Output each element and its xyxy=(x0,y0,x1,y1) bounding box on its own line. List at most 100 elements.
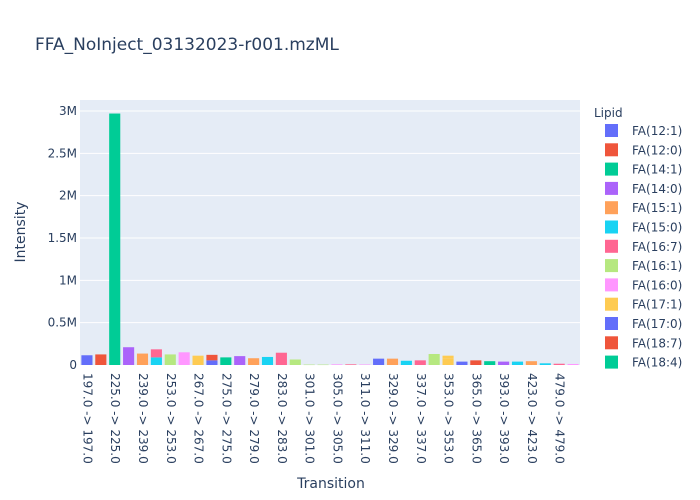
bar[interactable] xyxy=(373,358,385,365)
legend-swatch[interactable] xyxy=(605,220,618,234)
y-tick-label: 1M xyxy=(59,273,77,287)
bar[interactable] xyxy=(498,361,510,365)
legend-swatch[interactable] xyxy=(605,355,618,369)
plot-background xyxy=(80,100,580,365)
legend-label[interactable]: FA(15:0) xyxy=(632,221,682,235)
bar[interactable] xyxy=(442,358,454,365)
x-tick-label: 337.0 -> 337.0 xyxy=(414,373,428,464)
bar[interactable] xyxy=(428,353,440,365)
x-tick-label: 329.0 -> 329.0 xyxy=(386,373,400,464)
x-tick-labels: 197.0 -> 197.0 225.0 -> 225.0 239.0 -> 239… xyxy=(80,373,566,464)
grid-layer xyxy=(80,110,580,324)
bar[interactable] xyxy=(359,364,371,365)
bar[interactable] xyxy=(539,363,551,365)
legend-label[interactable]: FA(17:0) xyxy=(632,317,682,331)
legend-swatch[interactable] xyxy=(605,181,618,195)
x-tick-label: 423.0 -> 423.0 xyxy=(525,373,539,464)
y-tick-label: 2M xyxy=(59,189,77,203)
legend-swatch[interactable] xyxy=(605,297,618,311)
bar[interactable] xyxy=(400,360,412,365)
legend-label[interactable]: FA(16:7) xyxy=(632,240,682,254)
bar[interactable] xyxy=(150,357,162,365)
bar[interactable] xyxy=(317,364,329,366)
bar[interactable] xyxy=(220,357,232,365)
bar[interactable] xyxy=(248,358,260,365)
bar[interactable] xyxy=(525,361,537,365)
bar[interactable] xyxy=(442,355,454,359)
bar[interactable] xyxy=(511,361,524,365)
bar[interactable] xyxy=(470,360,482,365)
x-tick-label: 225.0 -> 225.0 xyxy=(108,373,122,464)
bar[interactable] xyxy=(456,361,468,365)
bar[interactable] xyxy=(303,364,315,366)
x-tick-label: 267.0 -> 267.0 xyxy=(192,373,206,464)
y-tick-label: 0 xyxy=(69,358,77,372)
bar[interactable] xyxy=(136,353,149,365)
bar[interactable] xyxy=(553,363,565,365)
y-tick-label: 1.5M xyxy=(48,231,77,245)
legend-title: Lipid xyxy=(594,106,623,120)
bar[interactable] xyxy=(164,354,176,365)
x-tick-label: 305.0 -> 305.0 xyxy=(330,373,344,464)
legend-label[interactable]: FA(12:0) xyxy=(632,143,682,157)
bar[interactable] xyxy=(206,360,218,365)
legend-label[interactable]: FA(18:7) xyxy=(632,336,682,350)
x-tick-label: 283.0 -> 283.0 xyxy=(275,373,289,464)
legend-swatch[interactable] xyxy=(605,278,618,292)
legend-label[interactable]: FA(12:1) xyxy=(632,124,682,138)
legend-swatch[interactable] xyxy=(605,162,618,176)
bar[interactable] xyxy=(414,360,426,365)
bar[interactable] xyxy=(345,364,357,365)
bar[interactable] xyxy=(81,355,93,365)
legend-swatch[interactable] xyxy=(605,124,618,137)
legend-swatch[interactable] xyxy=(605,239,618,253)
x-tick-label: 301.0 -> 301.0 xyxy=(303,373,317,464)
bar[interactable] xyxy=(150,349,162,358)
x-tick-label: 353.0 -> 353.0 xyxy=(442,373,456,464)
bar[interactable] xyxy=(331,364,343,365)
bars-layer xyxy=(81,113,579,366)
chart-title: FFA_NoInject_03132023-r001.mzML xyxy=(35,35,339,55)
bar[interactable] xyxy=(206,354,218,361)
y-axis-title: Intensity xyxy=(13,202,29,263)
legend-label[interactable]: FA(16:1) xyxy=(632,259,682,273)
legend-label[interactable]: FA(14:0) xyxy=(632,182,682,196)
x-tick-label: 365.0 -> 365.0 xyxy=(469,373,483,464)
y-tick-labels: 0 0.5M 1M 1.5M 2M 2.5M 3M xyxy=(48,104,77,372)
x-tick-label: 479.0 -> 479.0 xyxy=(553,373,567,464)
legend-swatch[interactable] xyxy=(605,143,618,157)
bar[interactable] xyxy=(234,356,246,365)
legend-swatch[interactable] xyxy=(605,259,618,273)
bar[interactable] xyxy=(484,361,496,365)
bar[interactable] xyxy=(109,113,121,365)
bar[interactable] xyxy=(567,363,579,365)
x-tick-label: 253.0 -> 253.0 xyxy=(164,373,178,464)
x-tick-label: 393.0 -> 393.0 xyxy=(497,373,511,464)
legend-label[interactable]: FA(15:1) xyxy=(632,201,682,215)
x-tick-label: 197.0 -> 197.0 xyxy=(80,373,94,464)
bar[interactable] xyxy=(289,359,301,365)
legend-label[interactable]: FA(18:4) xyxy=(632,356,682,370)
bar[interactable] xyxy=(261,356,274,365)
x-tick-label: 311.0 -> 311.0 xyxy=(358,373,372,464)
legend-swatch[interactable] xyxy=(605,336,618,350)
legend-label[interactable]: FA(14:1) xyxy=(632,163,682,177)
x-tick-label: 279.0 -> 279.0 xyxy=(247,373,261,464)
bar[interactable] xyxy=(192,355,204,365)
bar[interactable] xyxy=(123,347,135,365)
bar[interactable] xyxy=(386,358,399,365)
legend-swatch[interactable] xyxy=(605,317,618,330)
bar[interactable] xyxy=(178,352,190,365)
bar[interactable] xyxy=(275,352,287,365)
y-tick-label: 2.5M xyxy=(48,146,77,160)
y-tick-label: 3M xyxy=(59,104,77,118)
legend-label[interactable]: FA(16:0) xyxy=(632,278,682,292)
legend-label[interactable]: FA(17:1) xyxy=(632,298,682,312)
x-tick-label: 239.0 -> 239.0 xyxy=(136,373,150,464)
x-axis-title: Transition xyxy=(296,476,365,492)
legend-swatch[interactable] xyxy=(605,201,618,215)
bar[interactable] xyxy=(95,354,107,365)
x-tick-label: 275.0 -> 275.0 xyxy=(219,373,233,464)
